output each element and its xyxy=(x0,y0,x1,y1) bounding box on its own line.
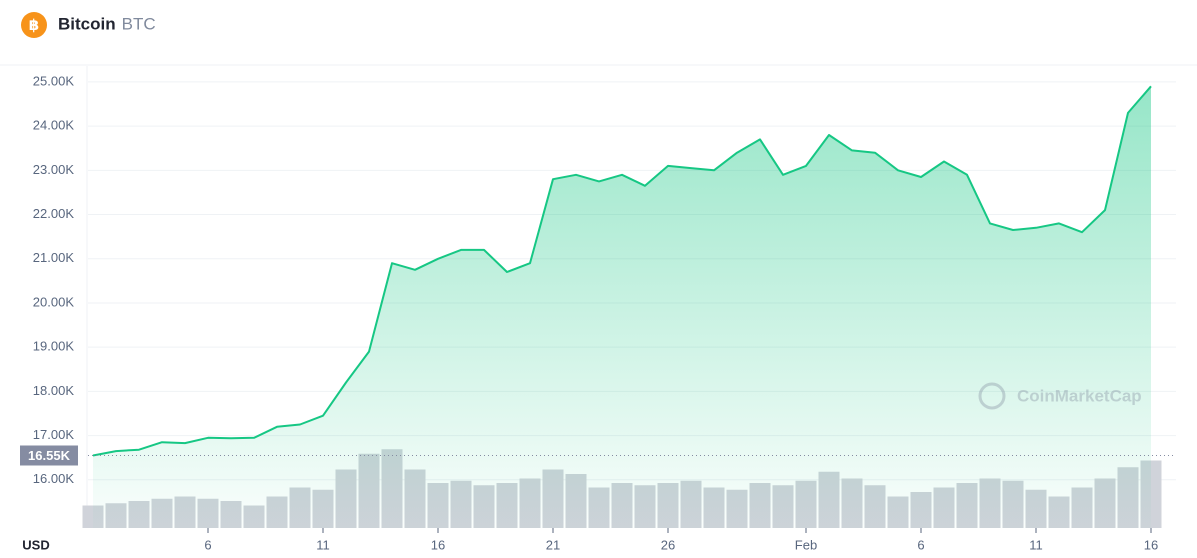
x-tick-label: 26 xyxy=(661,537,675,552)
watermark: CoinMarketCap xyxy=(978,382,1142,410)
y-tick-label: 20.00K xyxy=(33,294,75,309)
y-tick-label: 19.00K xyxy=(33,339,75,354)
y-tick-label: 17.00K xyxy=(33,427,75,442)
price-marker-label: 16.55K xyxy=(28,448,71,463)
price-marker-box xyxy=(20,445,78,466)
x-tick-label: 21 xyxy=(546,537,560,552)
coin-symbol: BTC xyxy=(122,14,156,33)
y-tick-label: 23.00K xyxy=(33,162,75,177)
x-tick-label: Feb xyxy=(795,537,817,552)
x-tick-label: 11 xyxy=(1029,537,1043,552)
price-line xyxy=(92,85,1152,457)
y-unit: USD xyxy=(22,537,49,552)
y-tick-label: 21.00K xyxy=(33,250,75,265)
y-tick-label: 25.00K xyxy=(33,73,75,88)
y-tick-label: 22.00K xyxy=(33,206,75,221)
y-tick-label: 16.00K xyxy=(33,471,75,486)
price-area xyxy=(93,86,1151,529)
coin-name: Bitcoin xyxy=(58,14,116,33)
x-tick-label: 16 xyxy=(1144,537,1158,552)
coin-icon xyxy=(21,12,47,38)
x-tick-label: 6 xyxy=(204,537,211,552)
coin-icon-glyph: ฿ xyxy=(29,17,39,34)
header xyxy=(0,0,1197,65)
x-tick-label: 16 xyxy=(431,537,445,552)
y-tick-label: 18.00K xyxy=(33,383,75,398)
x-tick-label: 6 xyxy=(917,537,924,552)
y-tick-label: 24.00K xyxy=(33,118,75,133)
watermark-text: CoinMarketCap xyxy=(1017,386,1142,405)
x-tick-label: 11 xyxy=(316,537,330,552)
